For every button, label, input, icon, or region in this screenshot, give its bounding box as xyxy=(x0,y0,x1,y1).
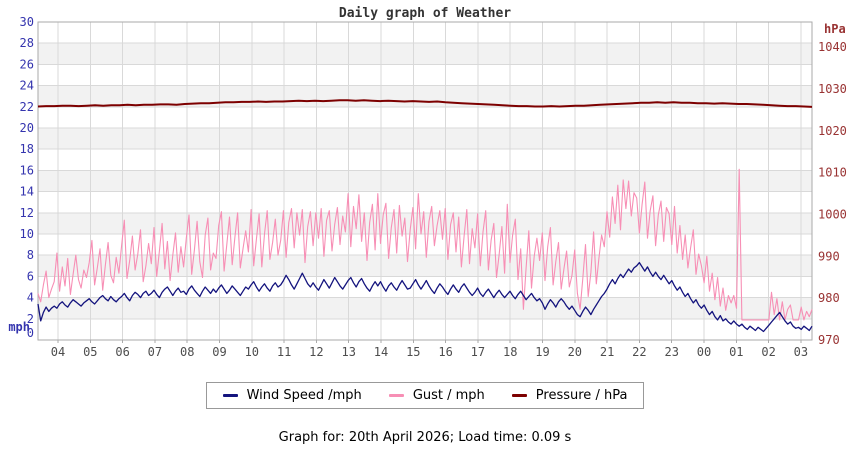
legend-item-pressure: Pressure / hPa xyxy=(511,388,628,403)
legend-row: Wind Speed /mph Gust / mph Pressure / hP… xyxy=(0,382,850,409)
right-tick-label: 1000 xyxy=(818,208,847,222)
right-tick-label: 1020 xyxy=(818,124,847,138)
chart-title: Daily graph of Weather xyxy=(339,6,511,21)
x-tick-label: 20 xyxy=(568,345,582,359)
plot-border xyxy=(37,21,813,341)
x-tick-label: 23 xyxy=(664,345,678,359)
legend-item-wind-speed: Wind Speed /mph xyxy=(222,388,362,403)
x-tick-label: 17 xyxy=(471,345,485,359)
plot-frame xyxy=(37,21,813,341)
right-tick-label: 990 xyxy=(818,249,840,263)
x-tick-label: 03 xyxy=(794,345,808,359)
wind-line xyxy=(37,261,813,333)
x-tick-label: 16 xyxy=(438,345,452,359)
x-tick-label: 02 xyxy=(761,345,775,359)
x-tick-label: 11 xyxy=(277,345,291,359)
left-tick-label: 4 xyxy=(27,291,34,305)
left-tick-label: 28 xyxy=(20,36,34,50)
legend-label-pressure: Pressure / hPa xyxy=(535,388,628,403)
band xyxy=(38,212,812,234)
weather-chart: Daily graph of Weather mph hPa 024681012… xyxy=(8,6,847,359)
legend-label-gust: Gust / mph xyxy=(412,388,485,403)
band xyxy=(38,128,812,150)
x-tick-label: 21 xyxy=(600,345,614,359)
x-tick-label: 00 xyxy=(697,345,711,359)
wind-speed-line-swatch xyxy=(222,394,238,397)
x-tick-label: 12 xyxy=(309,345,323,359)
left-tick-label: 12 xyxy=(20,206,34,220)
x-tick-label: 13 xyxy=(341,345,355,359)
left-tick-label: 16 xyxy=(20,163,34,177)
x-tick-label: 04 xyxy=(51,345,65,359)
chart-legend: Wind Speed /mph Gust / mph Pressure / hP… xyxy=(205,382,645,409)
legend-item-gust: Gust / mph xyxy=(388,388,485,403)
band xyxy=(38,43,812,65)
right-tick-label: 970 xyxy=(818,333,840,347)
x-tick-label: 10 xyxy=(245,345,259,359)
band xyxy=(38,297,812,319)
legend-label-wind-speed: Wind Speed /mph xyxy=(246,388,362,403)
x-tick-label: 19 xyxy=(535,345,549,359)
left-tick-label: 24 xyxy=(20,79,34,93)
graph-caption: Graph for: 20th April 2026; Load time: 0… xyxy=(278,430,572,445)
right-axis-unit-label: hPa xyxy=(824,22,846,36)
left-axis-unit-label: mph xyxy=(8,320,30,334)
x-tick-label: 01 xyxy=(729,345,743,359)
left-tick-label: 22 xyxy=(20,100,34,114)
pressure-line-swatch xyxy=(511,394,527,397)
plot-bands xyxy=(38,43,812,319)
right-tick-label: 1040 xyxy=(818,40,847,54)
x-tick-label: 06 xyxy=(115,345,129,359)
gust-line xyxy=(37,168,813,321)
plot-series xyxy=(37,99,813,333)
x-tick-label: 18 xyxy=(503,345,517,359)
left-tick-label: 14 xyxy=(20,185,34,199)
right-tick-label: 1010 xyxy=(818,166,847,180)
x-tick-label: 05 xyxy=(83,345,97,359)
right-tick-label: 1030 xyxy=(818,82,847,96)
left-tick-label: 6 xyxy=(27,269,34,283)
x-tick-label: 09 xyxy=(212,345,226,359)
right-tick-label: 980 xyxy=(818,291,840,305)
x-tick-label: 07 xyxy=(148,345,162,359)
left-tick-label: 10 xyxy=(20,227,34,241)
left-tick-label: 20 xyxy=(20,121,34,135)
x-tick-label: 08 xyxy=(180,345,194,359)
left-tick-label: 2 xyxy=(27,312,34,326)
pressure-line xyxy=(37,99,813,108)
x-tick-label: 14 xyxy=(374,345,388,359)
x-tick-label: 22 xyxy=(632,345,646,359)
left-tick-label: 18 xyxy=(20,142,34,156)
left-tick-label: 8 xyxy=(27,248,34,262)
x-tick-label: 15 xyxy=(406,345,420,359)
gust-line-swatch xyxy=(388,394,404,397)
left-tick-label: 26 xyxy=(20,57,34,71)
band xyxy=(38,170,812,192)
left-tick-label: 30 xyxy=(20,15,34,29)
axis-tick-labels: 0246810121416182022242628309709809901000… xyxy=(20,15,847,359)
left-tick-label: 0 xyxy=(27,326,34,340)
